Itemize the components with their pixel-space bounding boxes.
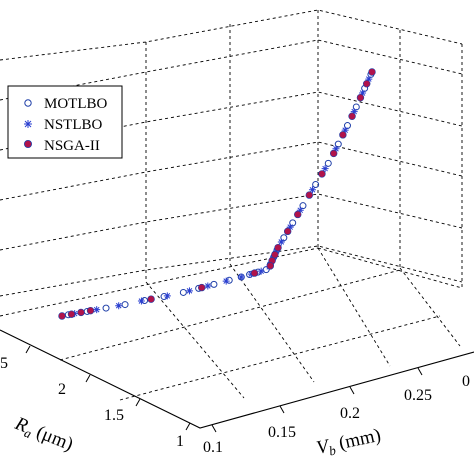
data-point-nsga [86, 306, 95, 315]
legend: MOTLBO NSTLBO NSGA-II [7, 85, 123, 159]
grid-line [399, 267, 461, 347]
y-tick-label: 1.5 [104, 407, 124, 424]
data-point-motlbo [280, 234, 288, 242]
y-axis-label: Ra (μm) [10, 413, 76, 457]
tick-marks [25, 345, 423, 433]
data-point-nsga [363, 80, 371, 88]
data-point-nstlbo [286, 223, 294, 231]
data-point-motlbo [312, 180, 320, 188]
data-point-nstlbo [308, 186, 316, 194]
data-point-nsga [368, 68, 376, 76]
data-point-nsga [58, 312, 66, 320]
x-tick-label: 0.15 [268, 424, 296, 441]
x-tick-label: 0.2 [340, 405, 360, 422]
tick-mark [25, 345, 31, 354]
tick-mark [279, 405, 285, 414]
tick-mark [211, 424, 217, 433]
data-point-nstlbo [359, 89, 367, 97]
grid-line [119, 315, 441, 401]
grid-line [0, 9, 463, 61]
data-point-nstlbo [332, 145, 340, 153]
data-point-nstlbo [237, 273, 245, 281]
data-point-nsga [318, 170, 326, 178]
data-point-nstlbo [204, 282, 212, 290]
data-point-nsga [339, 131, 347, 139]
data-point-nsga [348, 112, 356, 120]
y-axis-unit: (μm) [29, 420, 76, 455]
data-point-nstlbo [365, 75, 373, 83]
data-point-nsga [305, 191, 314, 199]
data-point-nsga [274, 243, 282, 252]
grid-line [317, 247, 463, 289]
legend-marker-nstlbo [24, 120, 32, 128]
data-point-nsga [356, 93, 365, 102]
data-point-motlbo [210, 280, 218, 288]
grid [0, 9, 463, 401]
data-point-nsga [266, 262, 275, 270]
data-point-nstlbo [277, 238, 285, 246]
x-tick-label: 0 [462, 373, 470, 390]
grid-line [0, 193, 463, 251]
x-axis-subscript: b [328, 442, 338, 458]
x-axis-label: Vb (mm) [315, 425, 383, 461]
tick-mark [135, 398, 141, 407]
x-tick-label: 0.25 [404, 387, 432, 404]
data-point-nsga [77, 308, 85, 317]
legend-label-nsga: NSGA-II [44, 138, 100, 154]
legend-label-motlbo: MOTLBO [44, 96, 108, 112]
data-point-motlbo [179, 288, 187, 296]
data-point-nstlbo [296, 206, 304, 214]
data-point-motlbo [289, 219, 297, 227]
data-point-nsga [329, 149, 338, 158]
data-point-nstlbo [137, 297, 145, 305]
data-point-nsga [271, 250, 279, 259]
data-point-nsga [250, 269, 259, 277]
data-point-nstlbo [163, 292, 171, 300]
grid-line [0, 245, 463, 297]
data-point-nstlbo [272, 247, 280, 255]
data-point-motlbo [324, 159, 332, 167]
tick-mark [85, 374, 91, 383]
y-tick-label: 2 [58, 381, 66, 398]
data-point-nstlbo [222, 277, 230, 285]
axis-frame [0, 329, 474, 429]
legend-marker-stroke [24, 120, 32, 128]
data-point-nsga [283, 227, 292, 236]
data-point-nsga [294, 210, 302, 219]
grid-line [0, 141, 463, 201]
data-point-nstlbo [341, 126, 349, 134]
data-point-nstlbo [93, 306, 101, 314]
legend-marker-motlbo [24, 99, 32, 107]
data-point-nstlbo [350, 108, 358, 116]
grid-line [317, 247, 391, 367]
data-point-nstlbo [321, 165, 329, 173]
tick-mark [417, 367, 423, 376]
data-point-nstlbo [115, 302, 123, 310]
data-point-motlbo [299, 202, 307, 210]
grid-line [0, 247, 319, 317]
data-points [58, 68, 376, 320]
data-point-nsga [198, 283, 206, 292]
data-point-nstlbo [185, 287, 193, 295]
x-axis-unit: (mm) [332, 425, 382, 455]
data-point-nstlbo [257, 267, 265, 275]
data-point-nsga [147, 295, 155, 303]
y-tick-label: 5 [0, 355, 8, 372]
data-point-motlbo [121, 301, 129, 309]
data-point-nsga [67, 310, 76, 318]
legend-label-nstlbo: NSTLBO [44, 117, 103, 133]
tick-labels: 0.1 0.15 0.2 0.25 0 1 1.5 2 5 [0, 355, 470, 456]
tick-mark [349, 386, 355, 395]
x-tick-label: 0.1 [203, 439, 223, 456]
data-point-motlbo [102, 304, 110, 312]
y-tick-label: 1 [176, 433, 184, 450]
grid-line [59, 269, 401, 361]
tick-mark [185, 422, 191, 431]
grid-line [145, 281, 245, 399]
grid-line [229, 263, 315, 383]
legend-marker-nsga [23, 139, 32, 148]
